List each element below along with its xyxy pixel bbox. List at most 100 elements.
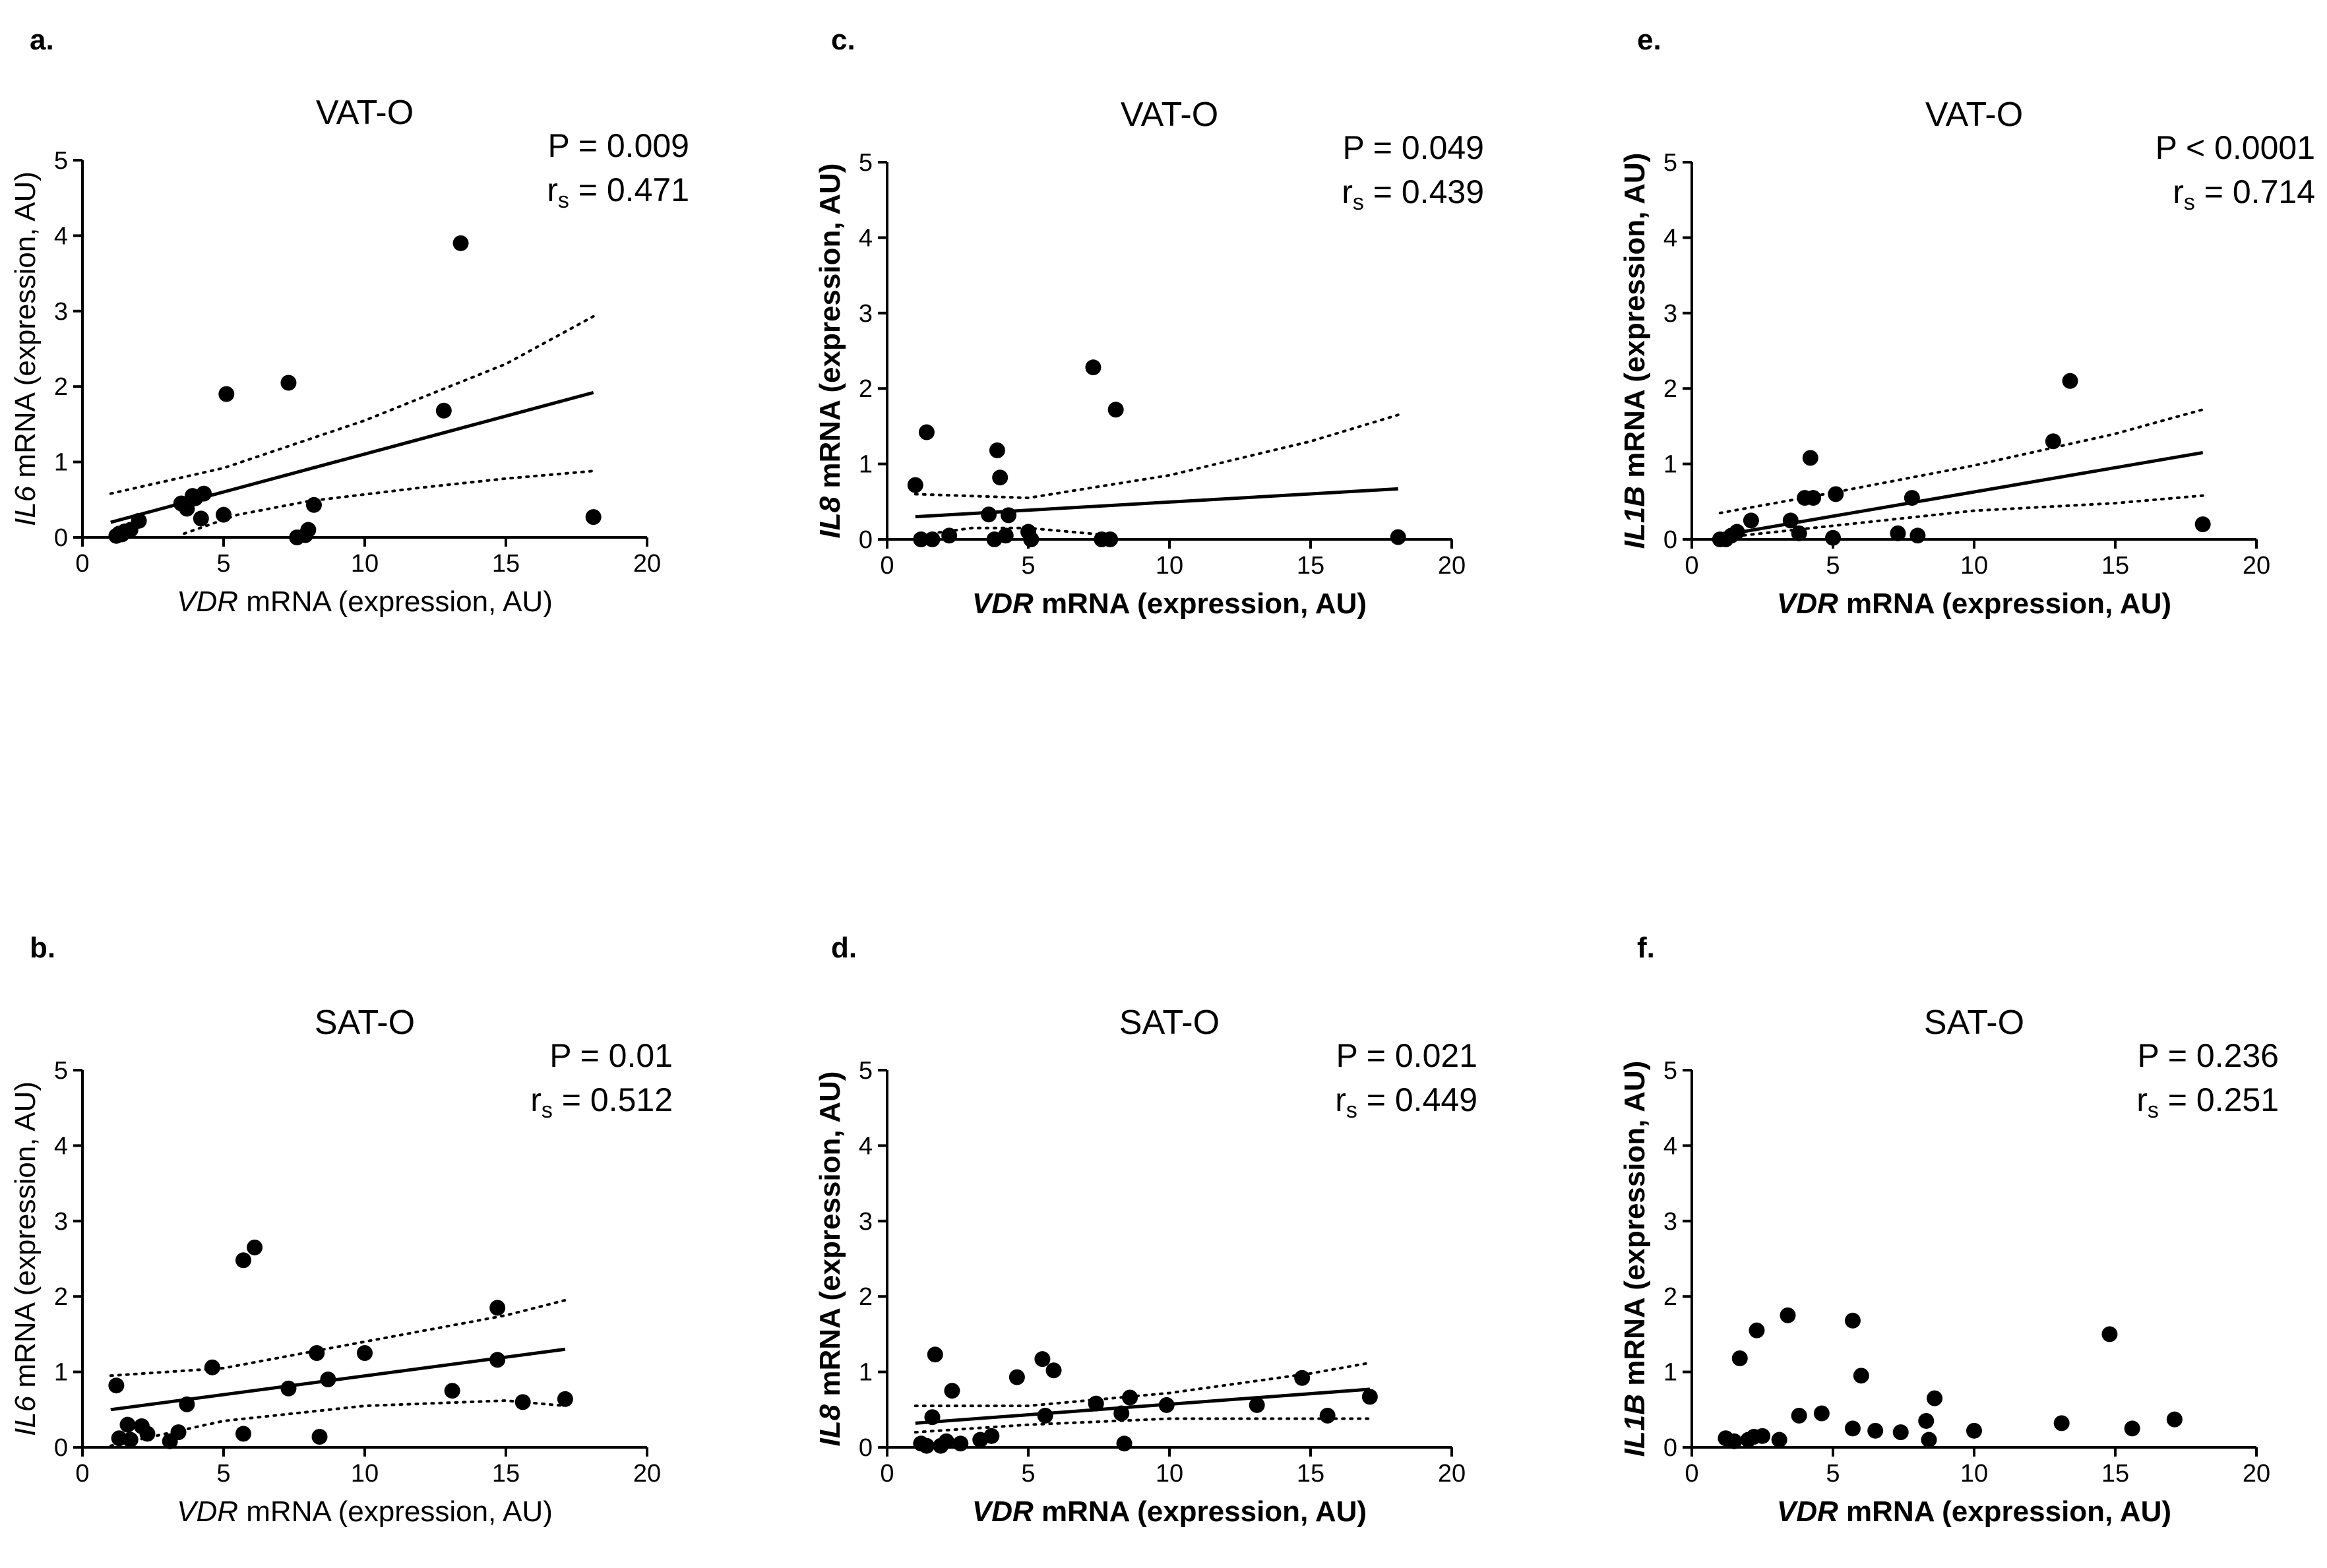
data-point: [924, 531, 941, 547]
y-axis-label-gene: IL1B: [1619, 1394, 1651, 1457]
y-tick-label: 4: [859, 1132, 873, 1160]
rs-subscript: s: [2148, 1098, 2159, 1123]
rs-value: rs = 0.512: [530, 1081, 673, 1123]
x-tick-label: 15: [1297, 1460, 1324, 1488]
y-axis-label: IL6 mRNA (expression, AU): [9, 171, 42, 526]
data-point: [179, 1396, 195, 1412]
rs-number: = 0.439: [1364, 173, 1484, 210]
x-axis-label-rest: mRNA (expression, AU): [238, 1495, 553, 1528]
data-point: [1791, 1407, 1807, 1424]
y-tick-label: 0: [54, 524, 68, 552]
data-point: [1008, 1369, 1025, 1385]
p-value: P = 0.009: [547, 127, 689, 164]
chart-title: SAT-O: [315, 1004, 415, 1042]
x-tick-label: 5: [1021, 552, 1035, 580]
x-axis-label-gene: VDR: [1777, 588, 1838, 620]
y-tick-label: 2: [54, 1283, 68, 1311]
chart-panel-e: e. VAT-O P < 0.0001 rs = 0.714 0 5 10 15 20 0 1 2 3 4…: [1619, 24, 2315, 620]
y-tick-label: 5: [1663, 1057, 1677, 1085]
y-tick-label: 2: [54, 373, 68, 401]
data-point: [1791, 525, 1807, 541]
ci-lower-line: [183, 469, 595, 535]
y-tick-label: 5: [1663, 149, 1677, 177]
y-axis-label-rest: mRNA (expression, AU): [9, 1081, 42, 1396]
data-point: [1853, 1368, 1869, 1384]
p-value: P = 0.236: [2137, 1037, 2279, 1074]
x-tick-label: 0: [75, 1460, 89, 1488]
x-axis-label: VDR mRNA (expression, AU): [1777, 1495, 2171, 1528]
rs-symbol: r: [530, 1081, 542, 1118]
y-tick-label: 5: [54, 147, 68, 175]
chart-panel-c: c. VAT-O P = 0.049 rs = 0.439 0 5 10 15 20 0 1 2 3 4 5…: [814, 24, 1484, 620]
rs-number: = 0.471: [569, 171, 689, 208]
y-tick-label: 2: [859, 375, 873, 403]
x-tick-label: 0: [1685, 1460, 1698, 1488]
y-axis-label-gene: IL6: [9, 485, 42, 526]
data-point: [139, 1426, 156, 1442]
data-point: [989, 442, 1005, 459]
data-point: [1918, 1412, 1935, 1429]
data-point: [2101, 1326, 2118, 1342]
y-tick-label: 1: [54, 449, 68, 477]
y-axis-label: IL6 mRNA (expression, AU): [9, 1081, 42, 1436]
data-point: [1116, 1435, 1132, 1452]
data-point: [280, 1380, 297, 1397]
rs-subscript: s: [558, 188, 569, 213]
chart-title: SAT-O: [1119, 1004, 1220, 1042]
x-axis-label: VDR mRNA (expression, AU): [972, 1495, 1367, 1528]
x-tick-label: 15: [1297, 552, 1324, 580]
rs-subscript: s: [1353, 190, 1364, 215]
data-point: [170, 1424, 187, 1441]
data-point: [357, 1345, 373, 1361]
data-point: [924, 1409, 941, 1426]
panel-letter: e.: [1637, 24, 1661, 56]
y-tick-label: 3: [859, 300, 873, 328]
chart-panel-d: d. SAT-O P = 0.021 rs = 0.449 0 5 10 15 20 0 1 2 3 4 5…: [814, 932, 1477, 1528]
rs-subscript: s: [542, 1098, 553, 1123]
chart-panel-f: f. SAT-O P = 0.236 rs = 0.251 0 5 10 15 20 0 1 2 3 4 5…: [1619, 932, 2279, 1528]
panel-letter: d.: [831, 932, 857, 964]
rs-subscript: s: [2184, 190, 2195, 215]
x-tick-label: 10: [351, 550, 379, 578]
x-tick-label: 0: [75, 550, 89, 578]
y-axis-label-rest: mRNA (expression, AU): [1619, 153, 1651, 486]
y-tick-label: 1: [859, 451, 873, 479]
data-point: [1813, 1405, 1830, 1422]
rs-number: = 0.512: [553, 1081, 673, 1118]
data-point: [1023, 531, 1039, 547]
y-tick-label: 4: [1663, 224, 1677, 252]
data-point: [1966, 1422, 1982, 1439]
data-point: [1844, 1312, 1861, 1329]
x-tick-label: 20: [633, 1460, 661, 1488]
data-point: [1890, 525, 1906, 541]
x-tick-label: 5: [1826, 552, 1840, 580]
y-tick-label: 4: [54, 222, 68, 250]
x-tick-label: 5: [216, 550, 230, 578]
data-point: [444, 1383, 460, 1399]
x-axis-label-gene: VDR: [972, 588, 1034, 620]
data-point: [557, 1391, 573, 1407]
x-axis-label-rest: mRNA (expression, AU): [1838, 588, 2171, 620]
x-axis-label-gene: VDR: [1777, 1495, 1838, 1528]
data-point: [1909, 528, 1926, 544]
data-point: [1045, 1362, 1062, 1379]
y-axis-label-rest: mRNA (expression, AU): [1619, 1061, 1651, 1394]
data-point: [1001, 507, 1017, 524]
ci-upper-line: [1718, 408, 2204, 514]
data-point: [300, 522, 317, 538]
x-tick-label: 0: [880, 552, 894, 580]
y-tick-label: 3: [54, 298, 68, 326]
x-tick-label: 5: [1021, 1460, 1035, 1488]
data-point: [489, 1352, 506, 1368]
y-tick-label: 2: [859, 1283, 873, 1311]
data-point: [1743, 512, 1759, 529]
data-point: [907, 477, 923, 493]
data-point: [927, 1346, 943, 1363]
rs-number: = 0.714: [2195, 173, 2315, 210]
data-point: [1249, 1397, 1265, 1413]
x-tick-label: 10: [1960, 552, 1988, 580]
data-point: [1805, 490, 1822, 506]
panel-letter: a.: [30, 24, 54, 56]
